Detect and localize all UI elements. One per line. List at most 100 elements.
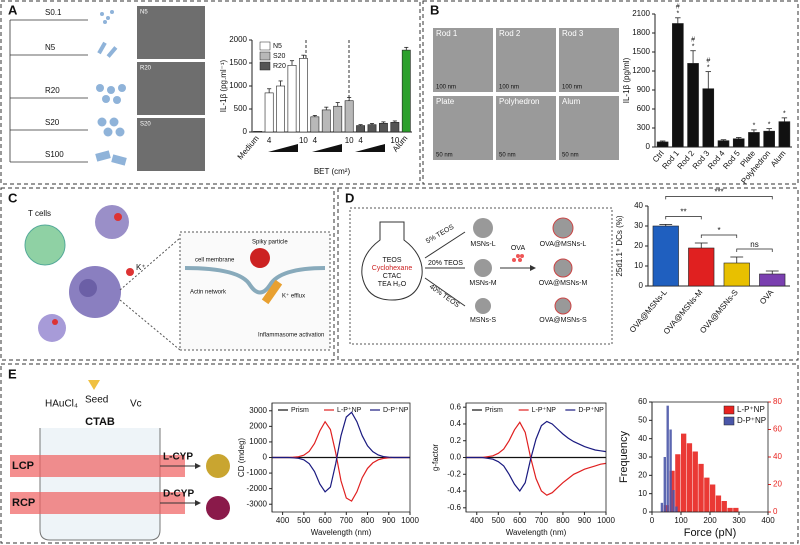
y-tick-label: 0.2 <box>450 436 462 445</box>
reagent-label: Seed <box>85 395 108 406</box>
legend-label: L-P⁺NP <box>337 407 362 414</box>
bar <box>763 130 775 148</box>
y-tick-label: 600 <box>637 104 651 113</box>
histogram-bar <box>663 457 666 512</box>
significance-marker: # <box>676 4 680 11</box>
particle-icon <box>103 20 107 24</box>
panel-label: C <box>8 190 18 205</box>
micrograph-label: Rod 2 <box>499 29 521 38</box>
y-tick-label: 300 <box>637 123 651 132</box>
sample-label: S0.1 <box>45 8 62 17</box>
y-tick-label: 60 <box>638 397 647 406</box>
cell-illustration <box>52 319 58 325</box>
bar <box>748 132 760 148</box>
micrograph <box>559 96 619 160</box>
synthesis-scheme <box>552 217 574 239</box>
panel-frame <box>0 187 335 361</box>
bar <box>287 65 297 133</box>
histogram-bar <box>681 433 687 512</box>
micrograph <box>559 28 619 92</box>
synthesis-scheme <box>39 428 161 541</box>
bar <box>732 138 745 148</box>
error-bar <box>751 129 757 133</box>
x-tick-label: 400 <box>470 516 484 525</box>
particle-label: OVA@MSNs-L <box>540 241 587 248</box>
panel-frame <box>337 187 799 361</box>
bar <box>401 49 411 133</box>
y-axis-label: IL-1β (pg.ml⁻¹) <box>219 59 228 112</box>
significance-marker: * <box>783 111 786 118</box>
y-tick-label: 40 <box>638 434 647 443</box>
route-label: 40% TEOS <box>428 283 461 309</box>
reagent-label: OVA <box>511 245 526 252</box>
legend-swatch <box>723 405 735 415</box>
line-series <box>272 420 410 502</box>
micrograph-label: Rod 1 <box>436 29 458 38</box>
x-tick-label: 10 <box>299 136 308 145</box>
panel-frame <box>422 0 799 185</box>
y-tick-label: 10 <box>638 489 647 498</box>
cell-illustration <box>95 205 129 239</box>
y-tick-label: 2000 <box>249 421 267 430</box>
particle-label: OVA@MSNs-M <box>539 280 588 287</box>
particle-label: MSNs-L <box>470 241 495 248</box>
error-bar <box>358 124 363 126</box>
legend-label: N5 <box>273 43 282 50</box>
synthesis-scheme <box>553 258 573 278</box>
x-tick-label: 4 <box>267 136 272 145</box>
y-tick-label: 1500 <box>229 58 247 67</box>
micrograph <box>496 28 556 92</box>
error-bar <box>392 120 397 123</box>
significance-bracket <box>665 196 773 200</box>
micrograph <box>433 28 619 160</box>
particle-icon <box>106 46 118 58</box>
x-tick-label: Rod 5 <box>721 148 742 171</box>
panel-label: B <box>430 2 439 17</box>
line-series <box>466 421 607 496</box>
route-label: 20% TEOS <box>428 260 463 267</box>
legend-label: S20 <box>273 53 286 60</box>
legend-label: D-P⁺NP <box>383 407 409 414</box>
bar <box>778 121 791 148</box>
significance-label: ns <box>750 240 758 249</box>
error-bar <box>324 106 329 110</box>
synthesis-scheme <box>206 496 230 520</box>
legend-label: D-P⁺NP <box>737 416 766 425</box>
product-label: D-CYP <box>163 489 194 500</box>
synthesis-scheme <box>516 254 520 258</box>
scale-bar-label: 50 nm <box>562 153 579 159</box>
bar <box>759 273 786 287</box>
x-tick-label: 200 <box>703 516 717 525</box>
histogram-bar <box>669 429 672 512</box>
synthesis-scheme <box>473 218 493 238</box>
light-label: LCP <box>12 460 34 472</box>
y-tick-label: 1000 <box>229 81 247 90</box>
x-tick-label: OVA@MSNs-S <box>698 288 740 335</box>
error-bar <box>312 115 317 117</box>
x-tick-label: 10 <box>390 136 399 145</box>
panel-label: E <box>8 366 17 381</box>
y-tick-label: -0.6 <box>447 503 461 512</box>
bar <box>276 85 285 133</box>
histogram-bar <box>672 490 675 512</box>
error-bar <box>690 50 696 64</box>
x-tick-label: Medium <box>236 134 261 162</box>
bar <box>379 122 388 133</box>
panel-frame <box>0 363 799 544</box>
histogram-bar <box>715 495 722 512</box>
particle-icon <box>107 86 115 94</box>
y-tick-label: 2000 <box>229 35 247 44</box>
y-tick-label: 1200 <box>632 66 650 75</box>
scale-bar-label: 100 nm <box>562 85 582 91</box>
y-tick-label: 10 <box>634 261 643 270</box>
legend-swatch <box>259 61 271 71</box>
error-bar <box>694 242 708 248</box>
y-axis-label: 25d1.1⁺ DCs (%) <box>615 215 624 276</box>
synthesis-scheme <box>554 297 572 315</box>
histogram-bar <box>660 502 664 512</box>
error-bar <box>347 97 352 101</box>
particle-icon <box>100 12 104 16</box>
micrograph <box>137 6 205 171</box>
particle-label: OVA@MSNs-S <box>539 317 587 324</box>
